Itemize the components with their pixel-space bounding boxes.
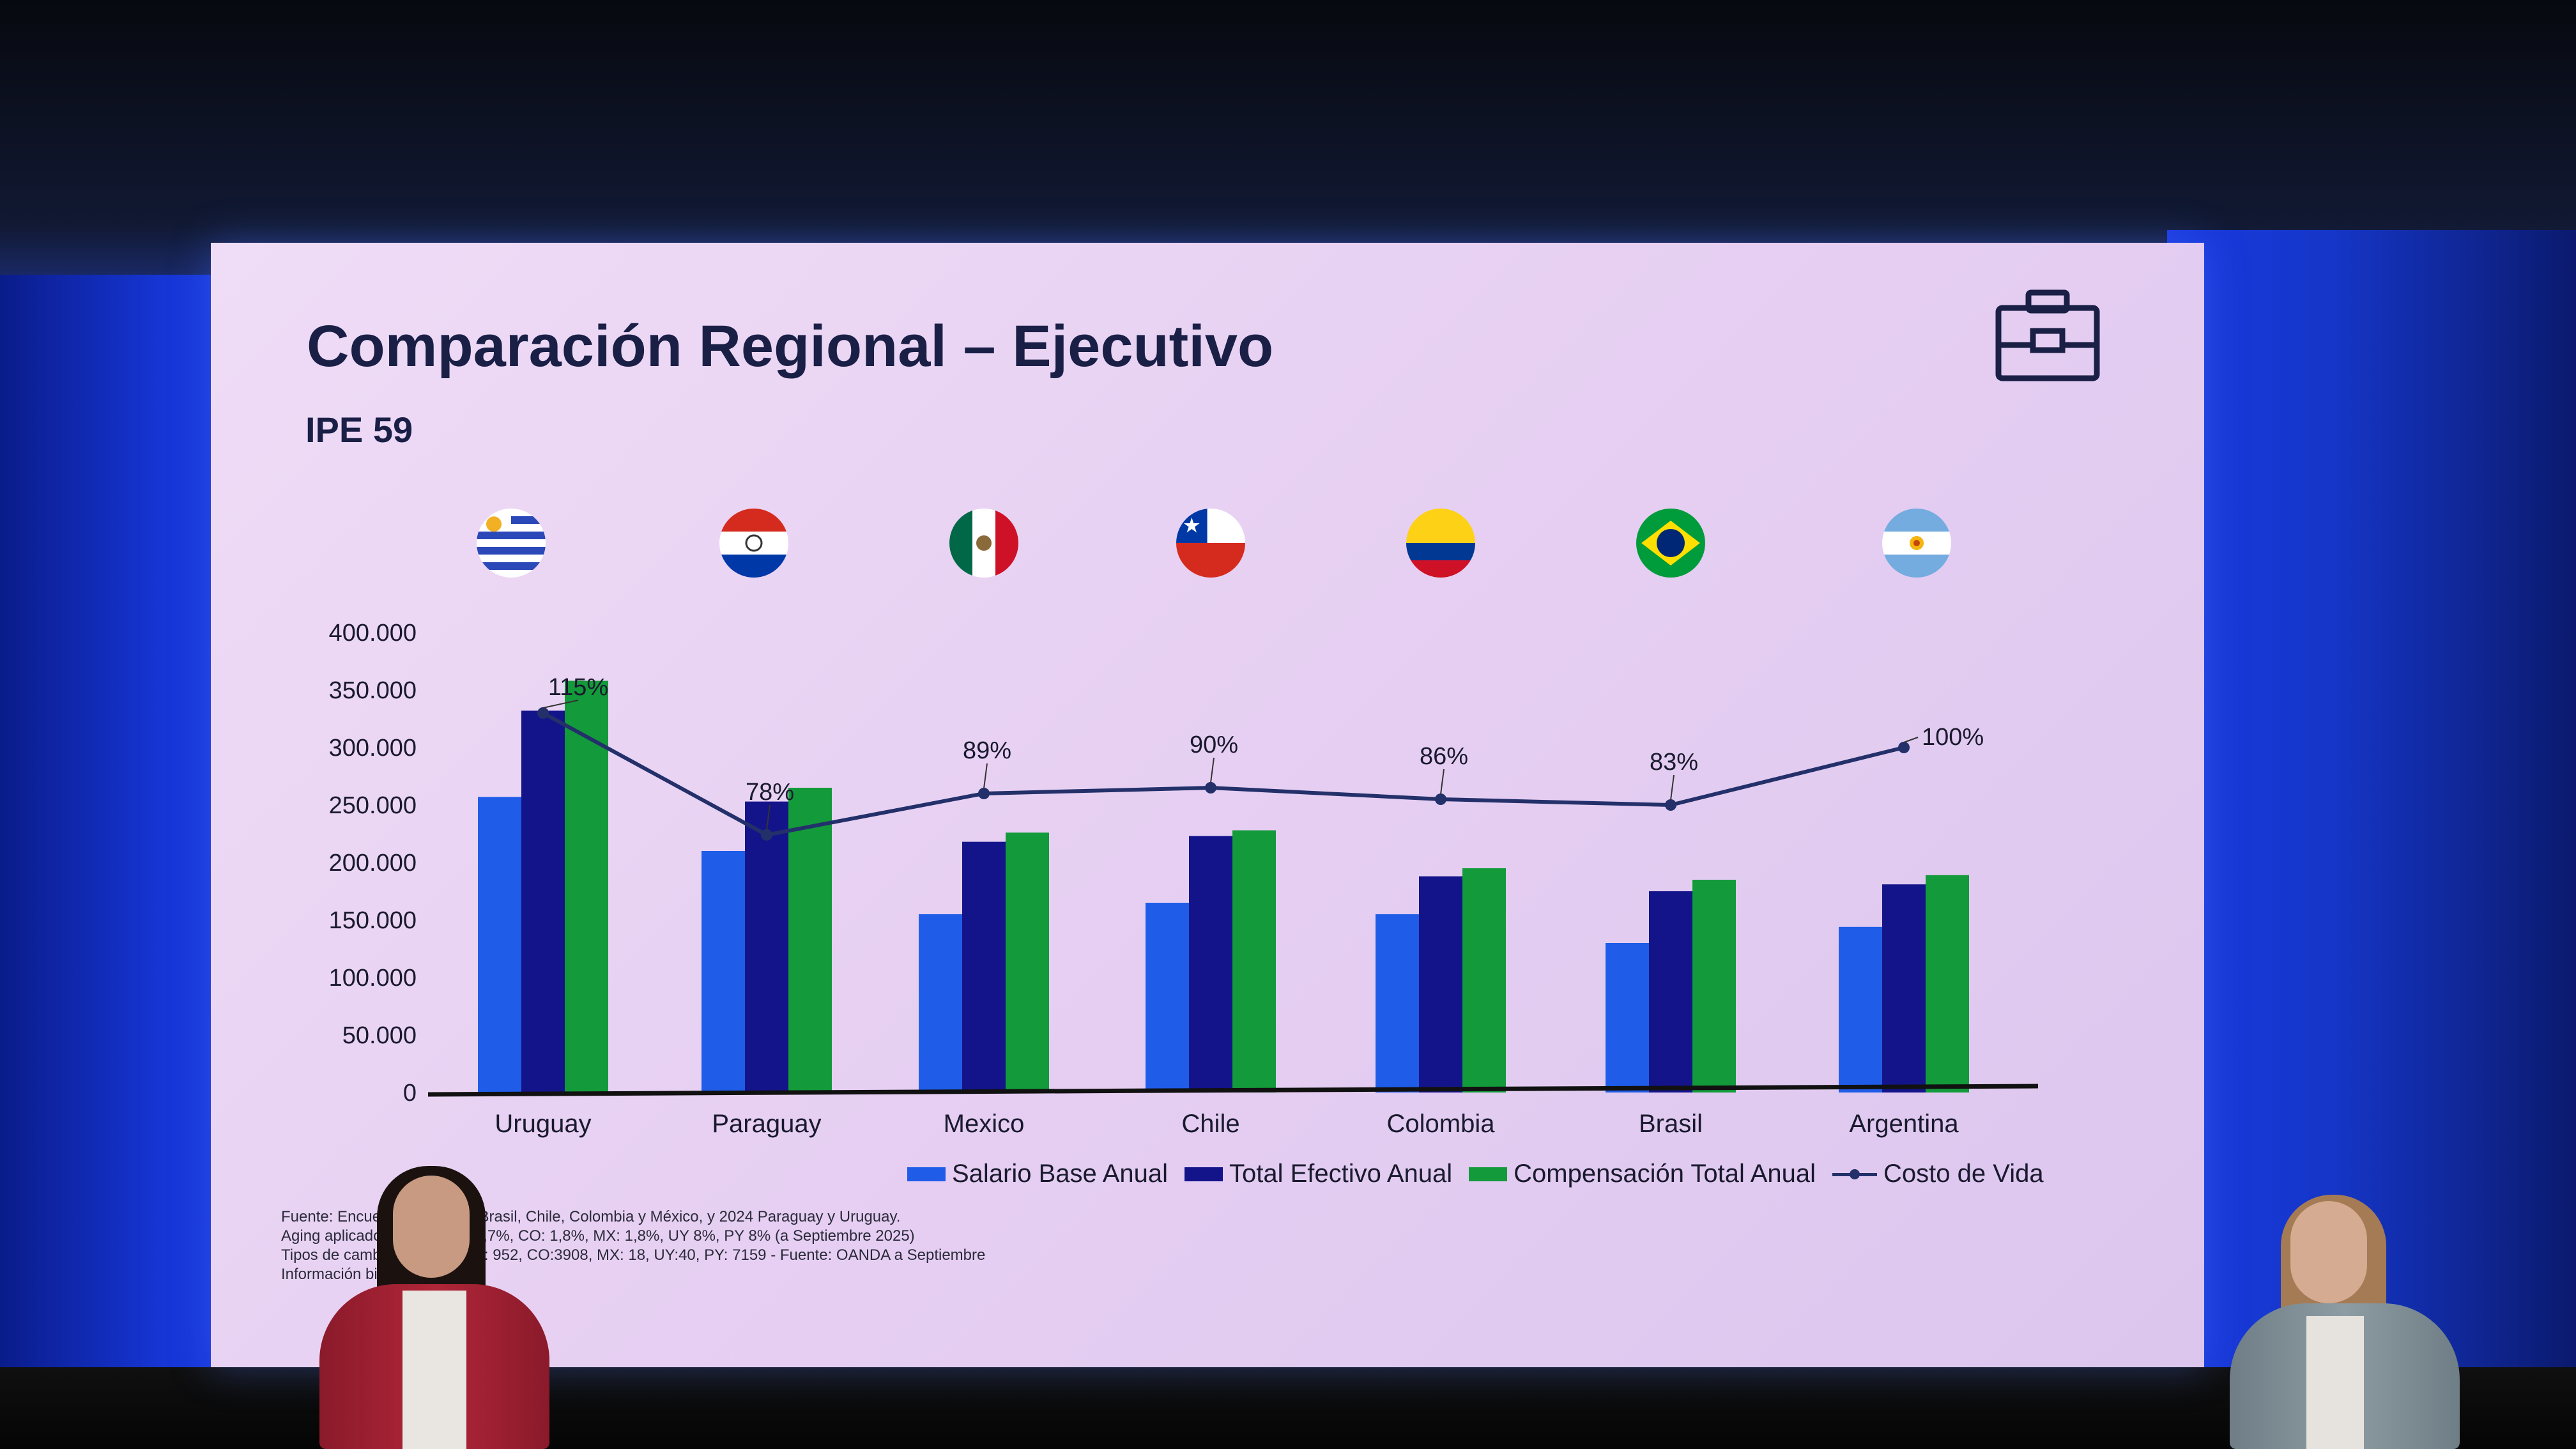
bar-colombia-3 [1462, 868, 1506, 1092]
chile-flag-icon [1176, 509, 1245, 578]
costo-de-vida-label: 115% [548, 674, 608, 701]
bar-brasil-1 [1606, 943, 1649, 1092]
bar-argentina-1 [1839, 926, 1882, 1092]
category-label: Brasil [1639, 1110, 1703, 1138]
legend-swatch-efectivo [1184, 1167, 1223, 1181]
bar-chile-3 [1232, 830, 1276, 1092]
y-tick-label: 200.000 [329, 850, 417, 877]
legend-label-costo: Costo de Vida [1883, 1160, 2044, 1188]
legend-label-compensacion: Compensación Total Anual [1514, 1160, 1816, 1188]
costo-de-vida-point [1665, 799, 1676, 811]
pct-leader-line [766, 804, 770, 830]
category-label: Argentina [1849, 1110, 1959, 1138]
y-tick-label: 150.000 [329, 907, 417, 934]
slide-subtitle: IPE 59 [305, 410, 413, 450]
costo-de-vida-label: 90% [1190, 732, 1238, 758]
legend-swatch-costo [1832, 1167, 1878, 1181]
y-tick-label: 300.000 [329, 735, 417, 762]
costo-de-vida-point [1205, 782, 1216, 793]
legend-label-efectivo: Total Efectivo Anual [1229, 1160, 1453, 1188]
bar-paraguay-3 [788, 788, 832, 1092]
bar-argentina-2 [1882, 884, 1926, 1092]
stage-ceiling [0, 0, 2576, 281]
pct-leader-line [1903, 737, 1919, 743]
legend-swatch-salario [907, 1167, 946, 1181]
led-wall-right [2167, 230, 2576, 1374]
argentina-flag-icon [1882, 509, 1951, 578]
category-label: Chile [1181, 1110, 1239, 1138]
y-tick-label: 0 [403, 1080, 417, 1107]
y-tick-label: 400.000 [329, 620, 417, 647]
bar-paraguay-2 [745, 801, 788, 1092]
led-wall-left [0, 275, 236, 1374]
category-label: Colombia [1387, 1110, 1496, 1138]
costo-de-vida-point [1435, 793, 1446, 805]
legend-item-costo: Costo de Vida [1832, 1160, 2044, 1188]
pct-leader-line [983, 763, 988, 789]
bar-mexico-2 [962, 841, 1006, 1092]
presenter-right-head [2290, 1201, 2367, 1303]
pct-leader-line [1670, 774, 1675, 801]
costo-de-vida-label: 78% [746, 779, 794, 806]
costo-de-vida-label: 86% [1420, 743, 1468, 770]
bar-chile-2 [1189, 836, 1232, 1092]
category-label: Paraguay [712, 1110, 821, 1138]
bar-uruguay-2 [521, 710, 565, 1092]
y-tick-label: 350.000 [329, 677, 417, 704]
bar-argentina-3 [1926, 875, 1969, 1092]
legend-item-salario: Salario Base Anual [907, 1160, 1168, 1188]
legend-item-efectivo: Total Efectivo Anual [1184, 1160, 1452, 1188]
legend-swatch-compensacion [1469, 1167, 1508, 1181]
bar-chart: 0 50.000 100.000 150.000 200.000 250.000 300.0… [329, 509, 2039, 1138]
y-tick-label: 50.000 [342, 1022, 417, 1049]
bar-uruguay-1 [478, 797, 521, 1092]
y-tick-label: 100.000 [329, 965, 417, 992]
bar-mexico-1 [919, 914, 962, 1092]
costo-de-vida-point [978, 788, 990, 799]
bar-mexico-3 [1006, 832, 1049, 1092]
presenter-left-shirt [402, 1291, 466, 1449]
bar-brasil-2 [1649, 891, 1692, 1092]
colombia-flag-icon [1406, 509, 1475, 578]
bar-uruguay-3 [565, 680, 608, 1092]
briefcase-icon [1995, 289, 2100, 381]
slide-title: Comparación Regional – Ejecutivo [307, 314, 1274, 379]
costo-de-vida-point [537, 707, 549, 719]
bar-colombia-1 [1376, 914, 1419, 1092]
bar-chile-1 [1146, 903, 1189, 1092]
presenter-left-head [393, 1176, 470, 1278]
x-axis [427, 1084, 2039, 1097]
pct-leader-line [542, 700, 579, 709]
legend-label-salario: Salario Base Anual [952, 1160, 1169, 1188]
bar-colombia-2 [1419, 876, 1462, 1092]
pct-leader-line [1440, 769, 1445, 795]
presenter-right-shirt [2306, 1316, 2364, 1449]
costo-de-vida-point [761, 829, 772, 841]
mexico-flag-icon [949, 509, 1018, 578]
costo-de-vida-label: 100% [1922, 724, 1984, 751]
costo-de-vida-label: 83% [1650, 749, 1698, 776]
paraguay-flag-icon [719, 509, 788, 578]
costo-de-vida-label: 89% [963, 737, 1011, 764]
legend-item-compensacion: Compensación Total Anual [1469, 1160, 1816, 1188]
category-label: Uruguay [494, 1110, 591, 1138]
bar-paraguay-1 [702, 851, 745, 1092]
bar-brasil-3 [1692, 880, 1736, 1092]
brazil-flag-icon [1636, 509, 1705, 578]
presentation-slide: Comparación Regional – Ejecutivo IPE 59 … [211, 243, 2204, 1367]
chart-legend: Salario Base Anual Total Efectivo Anual … [907, 1160, 2044, 1188]
uruguay-flag-icon [477, 509, 546, 578]
pct-leader-line [1210, 757, 1215, 783]
costo-de-vida-point [1898, 742, 1910, 753]
category-label: Mexico [944, 1110, 1025, 1138]
y-tick-label: 250.000 [329, 792, 417, 819]
